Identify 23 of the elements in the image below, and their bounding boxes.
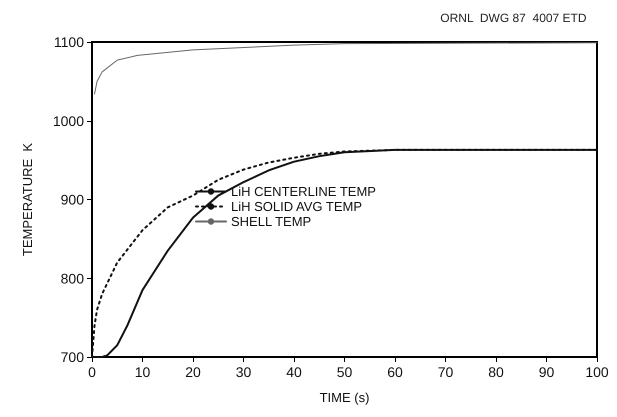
x-axis-title: TIME (s)	[320, 390, 370, 405]
x-tick-label: 40	[286, 364, 302, 380]
legend-label: LiH CENTERLINE TEMP	[231, 184, 376, 199]
x-tick-label: 90	[538, 364, 554, 380]
x-tick-label: 100	[585, 364, 609, 380]
x-tick-label: 20	[185, 364, 201, 380]
y-tick-label: 700	[60, 349, 84, 365]
x-tick-label: 60	[387, 364, 403, 380]
text: ORNL DWG 87 4007 ETD	[440, 11, 587, 25]
legend-label: SHELL TEMP	[231, 214, 312, 229]
x-tick-label: 80	[488, 364, 504, 380]
line-series	[94, 42, 598, 94]
y-axis-title: TEMPERATURE K	[20, 142, 35, 256]
y-tick-label: 800	[60, 270, 84, 286]
y-tick-label: 1100	[54, 34, 84, 50]
x-tick-label: 10	[134, 364, 150, 380]
legend-label: LiH SOLID AVG TEMP	[231, 199, 362, 214]
x-tick-label: 0	[88, 364, 96, 380]
x-tick-label: 30	[236, 364, 252, 380]
y-tick-label: 1000	[52, 112, 84, 129]
x-tick-label: 70	[438, 364, 454, 380]
x-tick-label: 50	[336, 364, 352, 380]
y-tick-label: 900	[60, 192, 84, 208]
